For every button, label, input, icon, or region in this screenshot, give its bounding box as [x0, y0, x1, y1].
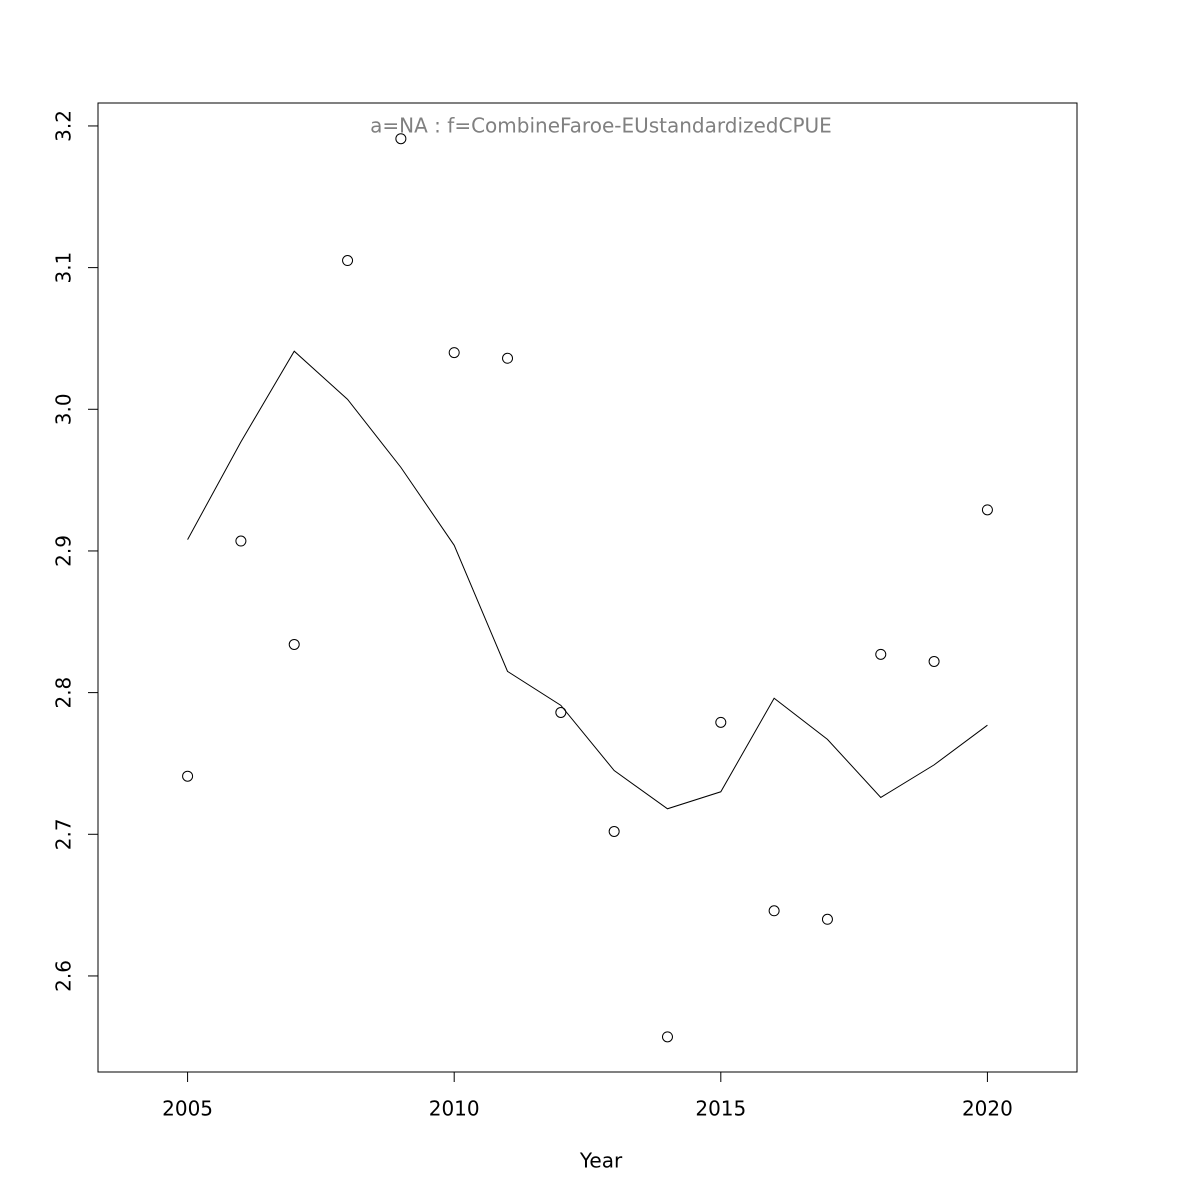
- point: [395, 133, 407, 145]
- x-axis-label: Year: [579, 1149, 623, 1173]
- y-tick-label: 3.2: [52, 110, 76, 142]
- y-tick-label: 2.6: [52, 960, 76, 992]
- point: [875, 648, 887, 660]
- x-tick-label: 2005: [162, 1097, 213, 1121]
- x-tick-label: 2015: [695, 1097, 746, 1121]
- point: [608, 825, 620, 837]
- plot-box: [97, 102, 1078, 1073]
- y-tick-label: 3.0: [52, 393, 76, 425]
- x-tick-label: 2020: [962, 1097, 1013, 1121]
- point: [288, 638, 300, 650]
- line-series: [187, 350, 988, 810]
- point: [235, 535, 247, 547]
- point: [555, 706, 567, 718]
- point: [821, 913, 833, 925]
- y-tick-label: 3.1: [52, 252, 76, 284]
- point: [928, 655, 940, 667]
- point: [448, 347, 460, 359]
- point: [768, 905, 780, 917]
- y-tick-label: 2.8: [52, 677, 76, 709]
- point: [182, 770, 194, 782]
- y-tick-label: 2.7: [52, 818, 76, 850]
- point: [715, 716, 727, 728]
- x-tick-label: 2010: [429, 1097, 480, 1121]
- y-tick-label: 2.9: [52, 535, 76, 567]
- point: [661, 1031, 673, 1043]
- point: [502, 352, 514, 364]
- point: [981, 504, 993, 516]
- chart-title: a=NA : f=CombineFaroe-EUstandardizedCPUE: [370, 114, 832, 138]
- point: [342, 255, 354, 267]
